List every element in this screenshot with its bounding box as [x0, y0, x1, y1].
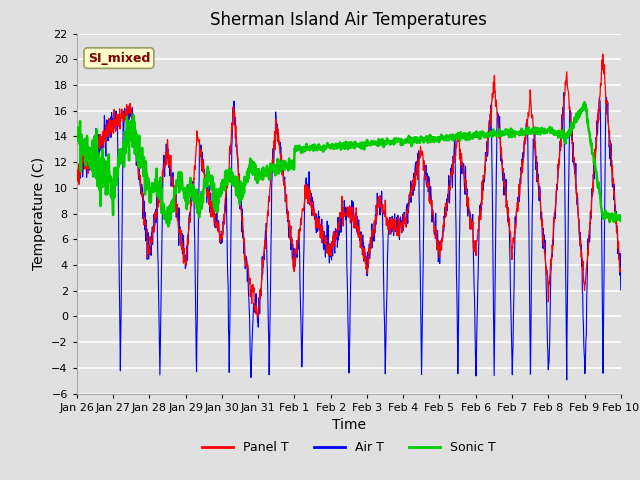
- Panel T: [617, 266, 625, 272]
- Sonic T: [580, 99, 588, 105]
- Sonic T: [383, 140, 390, 145]
- Sonic T: [304, 144, 312, 150]
- Sonic T: [115, 157, 123, 163]
- Line: Sonic T: Sonic T: [77, 102, 621, 227]
- Sonic T: [316, 143, 323, 149]
- Air T: [115, 245, 123, 251]
- Panel T: [254, 314, 262, 320]
- Sonic T: [617, 216, 625, 222]
- X-axis label: Time: Time: [332, 418, 366, 432]
- Panel T: [73, 178, 81, 183]
- Air T: [563, 377, 571, 383]
- Air T: [383, 310, 390, 316]
- Air T: [617, 287, 625, 293]
- Sonic T: [164, 224, 172, 229]
- Line: Panel T: Panel T: [77, 54, 621, 317]
- Panel T: [115, 123, 123, 129]
- Panel T: [325, 240, 333, 246]
- Panel T: [304, 201, 312, 206]
- Air T: [315, 223, 323, 229]
- Panel T: [599, 51, 607, 57]
- Y-axis label: Temperature (C): Temperature (C): [32, 157, 45, 270]
- Sonic T: [137, 148, 145, 154]
- Air T: [304, 183, 312, 189]
- Panel T: [316, 216, 323, 222]
- Air T: [137, 191, 145, 197]
- Panel T: [137, 189, 145, 195]
- Title: Sherman Island Air Temperatures: Sherman Island Air Temperatures: [211, 11, 487, 29]
- Text: SI_mixed: SI_mixed: [88, 51, 150, 65]
- Air T: [560, 90, 568, 96]
- Sonic T: [73, 134, 81, 140]
- Legend: Panel T, Air T, Sonic T: Panel T, Air T, Sonic T: [197, 436, 501, 459]
- Line: Air T: Air T: [77, 93, 621, 380]
- Sonic T: [325, 144, 333, 149]
- Air T: [73, 164, 81, 169]
- Air T: [325, 250, 333, 255]
- Panel T: [383, 215, 390, 220]
